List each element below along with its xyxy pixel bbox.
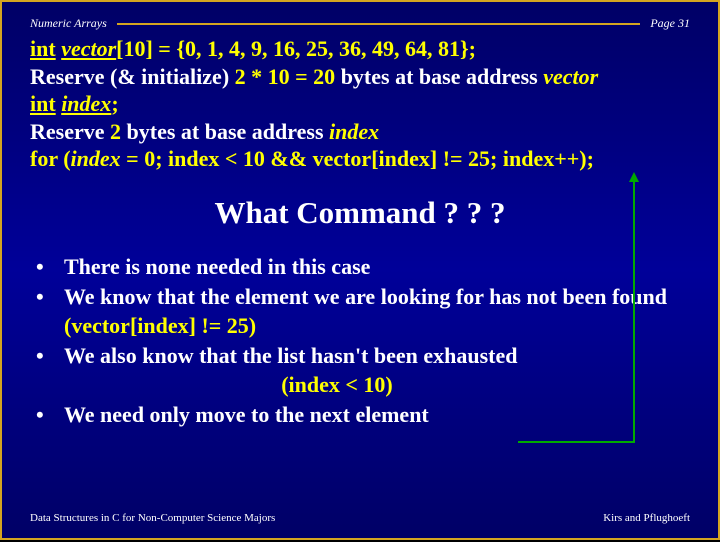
bullet-list: There is none needed in this case We kno… — [30, 253, 690, 431]
for-pre: for ( — [30, 146, 71, 171]
for-eq: = 0; — [121, 146, 168, 171]
reserve-line-1: Reserve (& initialize) 2 * 10 = 20 bytes… — [30, 63, 690, 91]
reserve-2-pre: Reserve — [30, 119, 110, 144]
keyword-int-1: int — [30, 36, 56, 61]
for-cond: index < 10 && vector[index] != 25; — [168, 146, 503, 171]
reserve-1-var: vector — [543, 64, 598, 89]
bullet-3-text: We also know that the list hasn't been e… — [64, 343, 518, 368]
footer-row: Data Structures in C for Non-Computer Sc… — [30, 512, 690, 524]
bullet-2: We know that the element we are looking … — [34, 283, 690, 340]
bullet-3-sub: (index < 10) — [281, 372, 393, 397]
bullet-4: We need only move to the next element — [34, 401, 690, 430]
code-line-1-rest: [10] = {0, 1, 4, 9, 16, 25, 36, 49, 64, … — [116, 36, 476, 61]
keyword-int-2: int — [30, 91, 56, 116]
header-divider — [117, 23, 641, 25]
bullet-1: There is none needed in this case — [34, 253, 690, 282]
main-heading: What Command ? ? ? — [30, 195, 690, 231]
code-line-1: int vector[10] = {0, 1, 4, 9, 16, 25, 36… — [30, 35, 690, 63]
header-left: Numeric Arrays — [30, 16, 117, 31]
reserve-2-calc: 2 — [110, 119, 121, 144]
header-row: Numeric Arrays Page 31 — [30, 16, 690, 31]
code-line-2: int index; — [30, 90, 690, 118]
var-index-1: index — [61, 91, 111, 116]
for-inc: index++); — [503, 146, 594, 171]
reserve-2-mid: bytes at base address — [121, 119, 329, 144]
reserve-1-mid: bytes at base address — [335, 64, 543, 89]
code-semi: ; — [111, 91, 118, 116]
reserve-1-pre: Reserve (& initialize) — [30, 64, 235, 89]
footer-right: Kirs and Pflughoeft — [603, 512, 690, 524]
reserve-2-var: index — [329, 119, 379, 144]
header-right: Page 31 — [640, 16, 690, 31]
var-vector-1: vector — [61, 36, 116, 61]
bullet-2a: We know that the element we are looking … — [64, 284, 667, 309]
bullet-3: We also know that the list hasn't been e… — [34, 342, 690, 399]
for-line: for (index = 0; index < 10 && vector[ind… — [30, 145, 690, 173]
bullet-2b: (vector[index] != 25) — [64, 313, 256, 338]
slide-container: Numeric Arrays Page 31 int vector[10] = … — [0, 0, 720, 540]
footer-left: Data Structures in C for Non-Computer Sc… — [30, 512, 275, 524]
for-var: index — [71, 146, 121, 171]
reserve-1-calc: 2 * 10 = 20 — [235, 64, 336, 89]
reserve-line-2: Reserve 2 bytes at base address index — [30, 118, 690, 146]
